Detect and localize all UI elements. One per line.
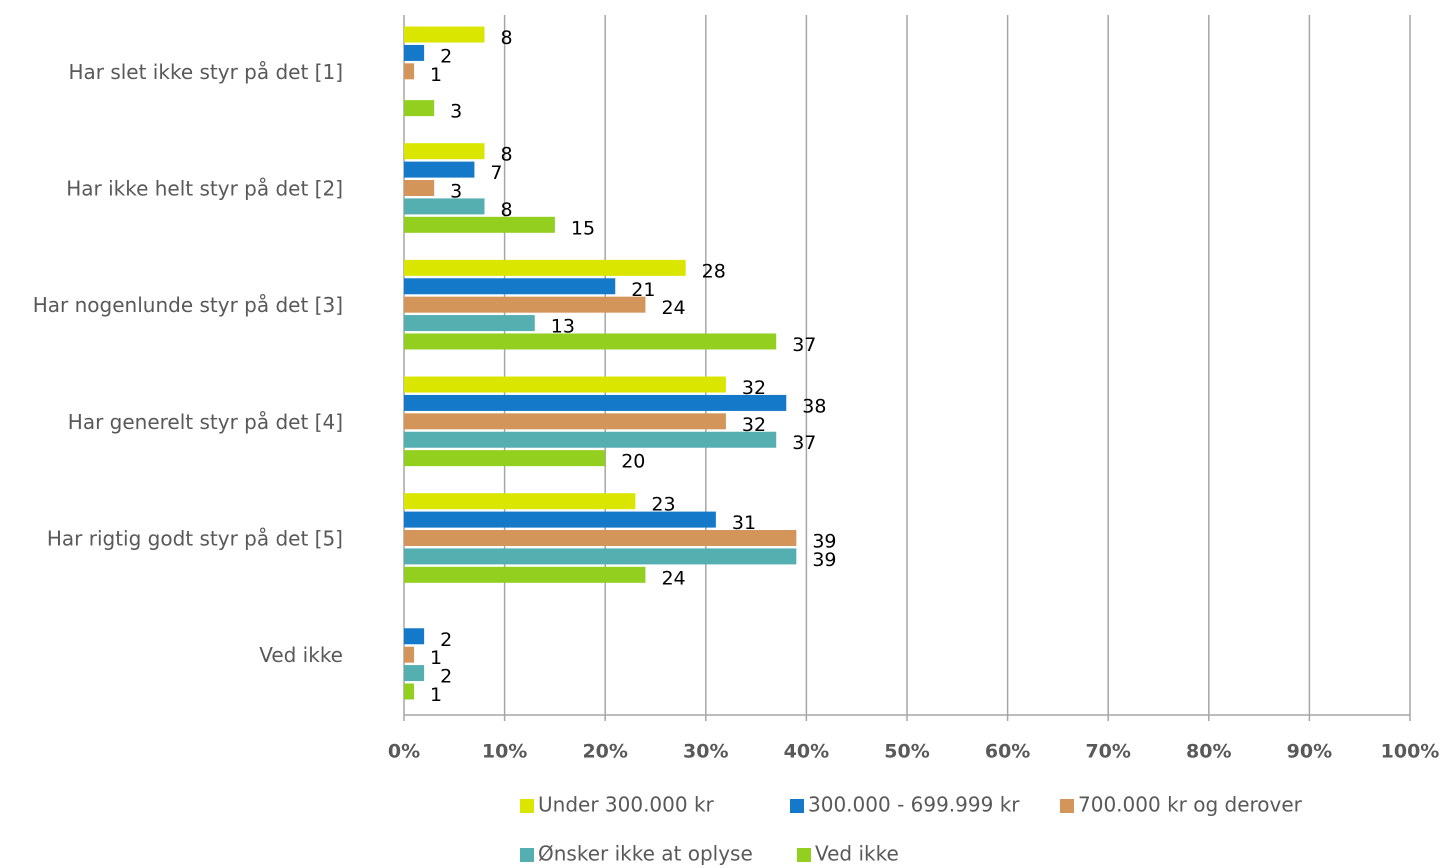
bar xyxy=(404,44,425,61)
data-label: 2 xyxy=(440,629,452,651)
data-label: 21 xyxy=(631,279,655,301)
x-tick-label: 40% xyxy=(784,741,829,763)
bar xyxy=(404,198,485,215)
x-tick-label: 90% xyxy=(1287,741,1332,763)
data-label: 2 xyxy=(440,45,452,67)
data-label: 1 xyxy=(430,684,442,706)
x-tick-label: 50% xyxy=(884,741,929,763)
x-tick-label: 0% xyxy=(388,741,420,763)
bar xyxy=(404,100,435,117)
bar xyxy=(404,548,797,565)
data-label: 28 xyxy=(702,260,726,282)
bar xyxy=(404,431,777,448)
bar xyxy=(404,161,475,178)
data-label: 24 xyxy=(661,297,685,319)
data-label: 39 xyxy=(812,549,836,571)
bar xyxy=(404,333,777,350)
data-label: 24 xyxy=(661,567,685,589)
bar xyxy=(404,511,716,528)
data-label: 8 xyxy=(500,144,512,166)
bar xyxy=(404,683,415,700)
data-label: 31 xyxy=(732,512,756,534)
data-label: 3 xyxy=(450,101,462,123)
x-tick-label: 100% xyxy=(1381,741,1440,763)
x-tick-label: 20% xyxy=(582,741,627,763)
bar xyxy=(404,450,606,467)
legend-swatch xyxy=(520,799,534,813)
data-label: 1 xyxy=(430,64,442,86)
y-tick-label: Har generelt styr på det [4] xyxy=(68,410,343,434)
data-label: 32 xyxy=(742,414,766,436)
bar xyxy=(404,628,425,645)
data-label: 39 xyxy=(812,531,836,553)
data-label: 15 xyxy=(571,217,595,239)
bar xyxy=(404,216,555,233)
y-tick-label: Har nogenlunde styr på det [3] xyxy=(33,293,343,317)
data-label: 1 xyxy=(430,647,442,669)
x-tick-label: 10% xyxy=(482,741,527,763)
data-label: 7 xyxy=(490,162,502,184)
bar xyxy=(404,566,646,583)
y-tick-label: Har slet ikke styr på det [1] xyxy=(68,60,343,84)
data-label: 20 xyxy=(621,451,645,473)
bar xyxy=(404,180,435,196)
x-tick-label: 80% xyxy=(1186,741,1231,763)
bar xyxy=(404,63,415,80)
bar xyxy=(404,143,485,160)
data-label: 32 xyxy=(742,377,766,399)
x-tick-label: 60% xyxy=(985,741,1030,763)
legend-swatch xyxy=(520,848,534,862)
x-tick-label: 30% xyxy=(683,741,728,763)
bar xyxy=(404,493,636,510)
bar xyxy=(404,394,787,411)
legend-swatch xyxy=(797,848,811,862)
data-label: 8 xyxy=(500,27,512,49)
data-label: 13 xyxy=(551,316,575,338)
bar xyxy=(404,259,686,276)
bar xyxy=(404,665,425,682)
bar xyxy=(404,530,797,546)
bar xyxy=(404,315,535,332)
bar xyxy=(404,413,726,430)
bar xyxy=(404,26,485,43)
bar xyxy=(404,646,415,663)
data-label: 23 xyxy=(651,494,675,516)
data-label: 37 xyxy=(792,432,816,454)
bar xyxy=(404,278,616,295)
data-label: 38 xyxy=(802,395,826,417)
legend-label: 700.000 kr og derover xyxy=(1078,793,1303,817)
bar xyxy=(404,296,646,313)
y-tick-label: Ved ikke xyxy=(259,643,343,667)
data-label: 3 xyxy=(450,181,462,203)
data-label: 2 xyxy=(440,666,452,688)
data-label: 8 xyxy=(500,199,512,221)
bar xyxy=(404,376,726,393)
data-label: 37 xyxy=(792,334,816,356)
legend-swatch xyxy=(790,799,804,813)
legend-swatch xyxy=(1060,799,1074,813)
legend-label: Under 300.000 kr xyxy=(538,793,715,817)
legend-label: Ønsker ikke at oplyse xyxy=(538,842,753,866)
x-tick-label: 70% xyxy=(1085,741,1130,763)
y-tick-label: Har rigtig godt styr på det [5] xyxy=(47,527,343,551)
y-tick-label: Har ikke helt styr på det [2] xyxy=(66,177,343,201)
legend-label: Ved ikke xyxy=(815,842,899,866)
legend-label: 300.000 - 699.999 kr xyxy=(808,793,1020,817)
